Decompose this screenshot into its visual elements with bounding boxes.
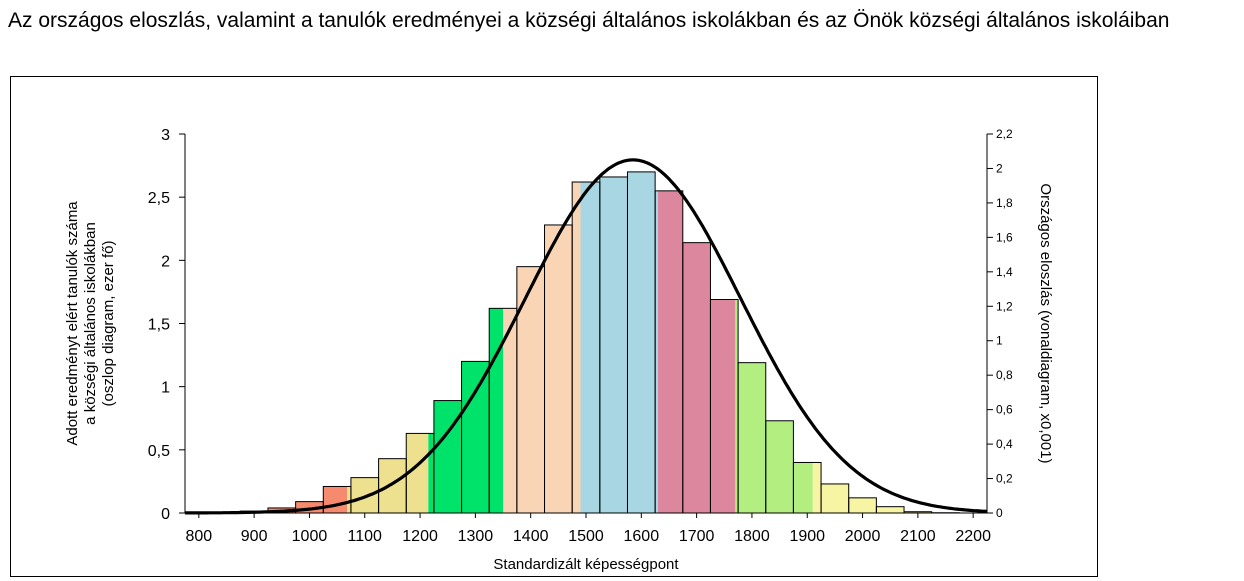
y2-tick-label-6: 1,2 xyxy=(996,299,1013,313)
y-tick-label-4: 2 xyxy=(161,253,170,270)
bar-fill-22-7 xyxy=(812,462,822,513)
bar-fill-23-7 xyxy=(821,483,849,513)
y2-tick-label-9: 1,8 xyxy=(996,196,1013,210)
bar-fill-26-7 xyxy=(904,511,932,513)
y2-tick-label-10: 2 xyxy=(996,161,1003,175)
x-tick-label-14: 2200 xyxy=(955,528,991,545)
bar-fill-17-5 xyxy=(657,190,683,513)
x-axis-title: Standardizált képességpont xyxy=(493,556,679,573)
bar-fill-11-2 xyxy=(489,308,504,513)
y-tick-label-6: 3 xyxy=(161,127,170,144)
y-tick-label-0: 0 xyxy=(161,506,170,523)
color-bands xyxy=(212,171,960,514)
bar-fill-7-1 xyxy=(378,458,407,513)
bar-fill-10-2 xyxy=(461,361,490,513)
bar-fill-4-0 xyxy=(295,501,324,513)
y2-axis-title: Országos eloszlás (vonaldiagram, x0,001) xyxy=(1037,183,1054,463)
x-tick-label-5: 1300 xyxy=(458,528,494,545)
bar-fill-18-5 xyxy=(682,242,711,513)
chart-frame: 0 0,5 1 1,5 2 2,5 3 0 0,2 0,4 0,6 0,8 1 1,2 1,4 1,6 1,8 2… xyxy=(10,76,1098,577)
y2-tick-label-8: 1,6 xyxy=(996,230,1013,244)
y2-tick-label-0: 0 xyxy=(996,506,1003,520)
x-tick-label-0: 800 xyxy=(185,528,212,545)
x-tick-label-11: 1900 xyxy=(789,528,825,545)
bar-fill-25-7 xyxy=(876,506,905,513)
x-tick-label-13: 2100 xyxy=(900,528,936,545)
y2-tick-label-11: 2,2 xyxy=(996,127,1013,141)
y2-tick-label-1: 0,2 xyxy=(996,472,1013,486)
y-tick-label-3: 1,5 xyxy=(148,317,170,334)
bar-fill-11-3 xyxy=(503,308,517,513)
y-axis-title-line-1: a községi általános iskolákban xyxy=(82,222,99,425)
bar-fill-21-6 xyxy=(765,420,794,513)
bar-fill-24-7 xyxy=(848,497,877,513)
y-axis-title-line-2: (oszlop diagram, ezer fő) xyxy=(100,241,117,407)
y2-tick-label-7: 1,4 xyxy=(996,265,1013,279)
x-tick-label-6: 1400 xyxy=(513,528,549,545)
x-tick-label-12: 2000 xyxy=(845,528,881,545)
bar-fill-20-6 xyxy=(738,362,766,513)
page-title: Az országos eloszlás, valamint a tanulók… xyxy=(8,9,1170,32)
bar-fill-8-2 xyxy=(428,433,434,513)
distribution-line xyxy=(185,158,988,515)
line-series xyxy=(185,158,988,515)
x-tick-label-9: 1700 xyxy=(679,528,715,545)
bar-fill-5-0 xyxy=(323,486,348,513)
bar-fill-5-1 xyxy=(347,486,351,513)
bar-fill-8-1 xyxy=(406,433,429,513)
y-tick-label-5: 2,5 xyxy=(148,190,170,207)
x-tick-label-1: 900 xyxy=(241,528,268,545)
axis-labels: 0 0,5 1 1,5 2 2,5 3 0 0,2 0,4 0,6 0,8 1 1,2 1,4 1,6 1,8 2… xyxy=(64,127,1054,573)
y-tick-label-1: 0,5 xyxy=(148,443,170,460)
bar-fill-17-4 xyxy=(655,190,658,513)
x-tick-label-10: 1800 xyxy=(734,528,770,545)
bar-fill-15-4 xyxy=(599,176,628,513)
x-tick-label-2: 1000 xyxy=(292,528,328,545)
x-tick-label-7: 1500 xyxy=(568,528,604,545)
y2-tick-label-5: 1 xyxy=(996,334,1003,348)
bar-fill-13-3 xyxy=(544,224,573,513)
y-axis-title-line-0: Adott eredményt elért tanulók száma xyxy=(64,201,81,446)
x-tick-label-3: 1100 xyxy=(348,528,383,545)
bar-fill-14-4 xyxy=(580,182,600,514)
y2-tick-label-3: 0,6 xyxy=(996,403,1013,417)
x-tick-label-4: 1200 xyxy=(402,528,438,545)
bar-fill-22-6 xyxy=(793,462,813,513)
bar-fill-19-5 xyxy=(710,299,736,513)
x-tick-label-8: 1600 xyxy=(624,528,660,545)
bar-fill-14-3 xyxy=(572,182,581,514)
axes xyxy=(179,133,993,518)
y-tick-label-2: 1 xyxy=(161,380,170,397)
y2-tick-label-2: 0,4 xyxy=(996,437,1013,451)
bar-fill-19-6 xyxy=(735,299,739,513)
chart: 0 0,5 1 1,5 2 2,5 3 0 0,2 0,4 0,6 0,8 1 1,2 1,4 1,6 1,8 2… xyxy=(64,127,1054,573)
y2-tick-label-4: 0,8 xyxy=(996,368,1013,382)
bar-fill-16-4 xyxy=(627,171,656,513)
